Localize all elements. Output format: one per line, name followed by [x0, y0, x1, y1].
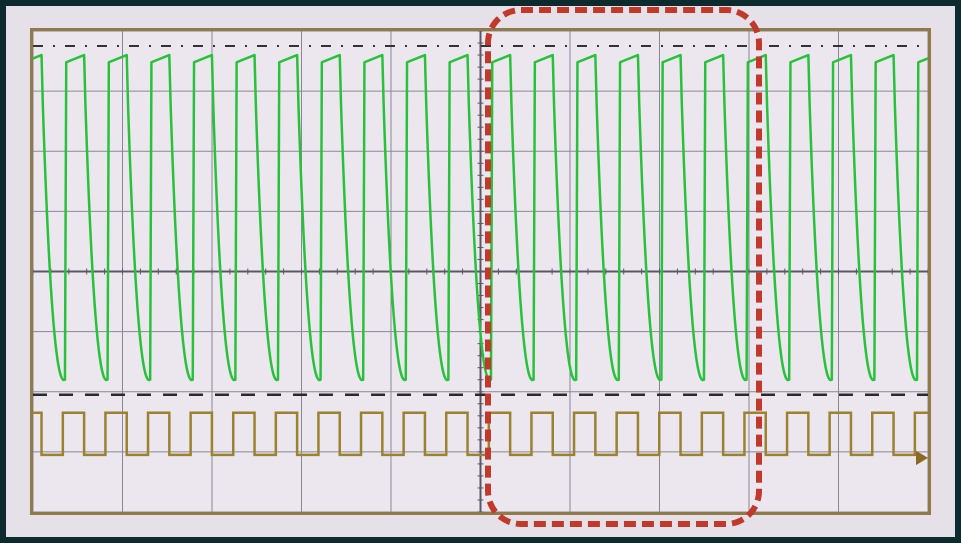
- scope-svg: [33, 31, 928, 512]
- scope-plot-area: [30, 28, 931, 515]
- scope-outer-frame: [0, 0, 961, 543]
- trigger-marker-icon: [916, 451, 928, 465]
- grid: [33, 31, 928, 512]
